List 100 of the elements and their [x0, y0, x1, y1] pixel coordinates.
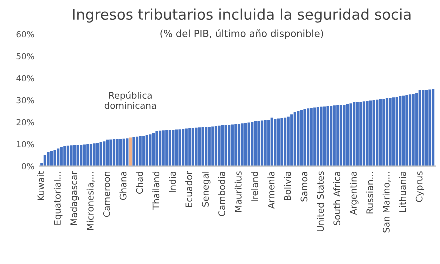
bar	[231, 124, 234, 166]
bar	[389, 98, 392, 166]
x-tick-label: Bolivia	[284, 172, 292, 200]
y-tick-label: 60%	[16, 31, 34, 38]
x-tick-label: Ireland	[251, 172, 258, 202]
x-tick-label: Russian...	[366, 172, 374, 214]
bar	[224, 125, 228, 166]
bar	[274, 119, 277, 166]
bar	[379, 99, 382, 166]
bar	[432, 89, 435, 166]
bar	[330, 106, 333, 166]
y-tick-label: 20%	[16, 119, 34, 126]
bar	[126, 138, 129, 166]
bar	[100, 142, 102, 166]
bar	[139, 136, 142, 166]
bar	[66, 146, 70, 166]
bar	[83, 144, 86, 166]
y-tick-label: 40%	[16, 75, 34, 82]
bar	[152, 133, 156, 166]
bar	[353, 102, 356, 166]
bar	[238, 124, 241, 166]
bar	[185, 128, 188, 166]
bar	[386, 98, 389, 166]
bar	[96, 143, 100, 166]
bar	[212, 126, 214, 166]
bar	[166, 130, 168, 166]
x-tick-label: Thailand	[152, 172, 160, 210]
bar	[205, 127, 208, 166]
bar	[350, 104, 352, 166]
x-tick-label: Madagascar	[70, 171, 80, 226]
annotation: República dominicana	[104, 92, 156, 110]
bar	[310, 108, 313, 166]
bar	[412, 94, 415, 166]
bar	[425, 90, 428, 166]
y-tick-label: 50%	[16, 53, 34, 60]
x-tick-label: Ghana	[120, 172, 127, 200]
bar	[248, 122, 250, 166]
bar	[122, 138, 126, 166]
bar	[314, 108, 316, 166]
bar	[214, 126, 218, 166]
bar	[73, 145, 76, 166]
bar	[343, 104, 346, 166]
bar	[168, 130, 172, 166]
bar	[70, 146, 73, 166]
bar	[60, 146, 63, 166]
bar	[76, 145, 80, 166]
bar	[333, 106, 336, 166]
x-tick-label: Argentina	[350, 172, 359, 216]
bar	[218, 126, 221, 166]
x-tick-label: Equatorial...	[54, 172, 63, 225]
bar	[264, 120, 267, 166]
bar	[182, 129, 185, 166]
y-tick-label: 30%	[16, 97, 34, 104]
bar	[297, 111, 300, 166]
bar	[129, 138, 132, 166]
bar	[132, 137, 136, 166]
x-tick-label: Kuwait	[38, 171, 45, 200]
chart-subtitle: (% del PIB, último año disponible)	[160, 29, 324, 40]
bar	[399, 96, 402, 166]
bar	[234, 124, 238, 166]
bar	[54, 150, 56, 166]
bar	[64, 146, 66, 166]
bar	[406, 95, 408, 166]
bar	[287, 116, 290, 166]
bar	[112, 139, 116, 166]
bar	[90, 144, 93, 166]
x-tick-label: Mauritius	[234, 172, 242, 212]
bar	[254, 121, 258, 166]
bar	[360, 102, 362, 166]
bar	[422, 90, 425, 166]
bar	[323, 106, 326, 166]
bar	[376, 100, 379, 166]
bar	[258, 121, 260, 166]
y-tick-label: 10%	[17, 141, 34, 148]
bar	[241, 124, 244, 166]
bar	[418, 90, 422, 166]
x-tick-label: San Marino,...	[382, 172, 391, 233]
bar	[356, 102, 359, 166]
chart-title: Ingresos tributarios incluida la seguridad socia	[73, 8, 411, 23]
bar	[280, 118, 284, 166]
bar	[369, 100, 372, 166]
bar	[428, 90, 432, 166]
bar	[251, 122, 254, 166]
bar	[307, 108, 310, 166]
bar	[47, 152, 50, 166]
bar	[340, 105, 343, 166]
bar	[208, 126, 211, 166]
bar	[188, 128, 192, 166]
bar	[382, 99, 386, 166]
x-tick-label: Lithuania	[399, 172, 406, 212]
bar	[336, 105, 340, 166]
bar	[106, 140, 109, 166]
bar	[392, 98, 396, 166]
bar	[178, 130, 182, 166]
x-tick-label: Cambodia	[218, 172, 226, 216]
bar	[202, 127, 204, 166]
bar	[362, 102, 366, 166]
x-tick-label: South Africa	[334, 172, 341, 226]
bar	[57, 148, 60, 166]
bar	[277, 118, 280, 166]
